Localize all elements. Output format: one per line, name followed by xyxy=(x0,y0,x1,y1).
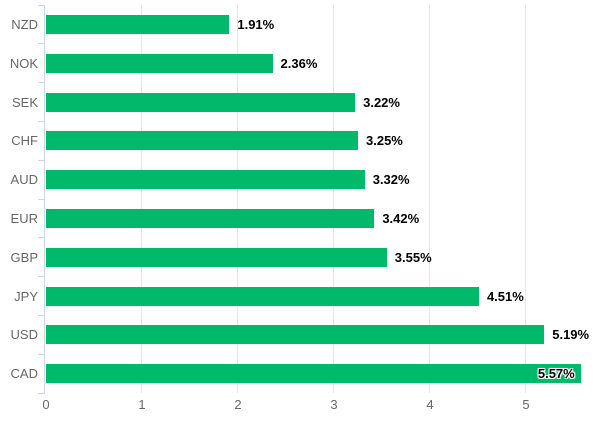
category-label-nzd: NZD xyxy=(11,16,38,32)
x-axis-tick-label-0: 0 xyxy=(42,397,50,412)
bar-nzd[interactable] xyxy=(46,14,230,34)
category-axis-tick xyxy=(38,314,45,316)
category-label-cad: CAD xyxy=(10,366,38,382)
category-axis-tick xyxy=(38,353,45,355)
bar-cad[interactable] xyxy=(46,364,581,384)
value-label-nok: 2.36% xyxy=(280,55,318,71)
value-label-aud: 3.32% xyxy=(372,172,410,188)
value-label-usd: 5.19% xyxy=(552,327,590,343)
category-axis-tick xyxy=(38,237,45,239)
bar-aud[interactable] xyxy=(46,170,365,190)
x-axis-tick-label-5: 5 xyxy=(522,397,530,412)
category-axis-tick xyxy=(38,43,45,45)
gridline-x-1 xyxy=(141,5,142,393)
category-axis-tick xyxy=(38,159,45,161)
category-axis-tick xyxy=(38,4,45,6)
bar-nok[interactable] xyxy=(46,53,273,73)
value-label-gbp: 3.55% xyxy=(394,249,432,265)
x-axis-tick-label-1: 1 xyxy=(138,397,146,412)
category-label-sek: SEK xyxy=(11,94,38,110)
category-axis-tick xyxy=(38,392,45,394)
value-label-jpy: 4.51% xyxy=(486,288,524,304)
x-axis-tick-label-4: 4 xyxy=(426,397,434,412)
category-label-jpy: JPY xyxy=(14,288,38,304)
category-label-eur: EUR xyxy=(10,210,38,226)
category-label-nok: NOK xyxy=(9,55,38,71)
gridline-x-4 xyxy=(429,5,430,393)
value-label-nzd: 1.91% xyxy=(237,16,275,32)
category-label-aud: AUD xyxy=(10,172,38,188)
bar-gbp[interactable] xyxy=(46,247,387,267)
gridline-x-5 xyxy=(525,5,526,393)
value-label-eur: 3.42% xyxy=(382,210,420,226)
category-label-gbp: GBP xyxy=(10,249,38,265)
category-label-usd: USD xyxy=(10,327,38,343)
value-label-sek: 3.22% xyxy=(363,94,400,110)
bar-sek[interactable] xyxy=(46,92,356,112)
bar-chf[interactable] xyxy=(46,131,358,151)
category-axis-tick xyxy=(38,276,45,278)
category-axis-tick xyxy=(38,82,45,84)
x-axis-tick-label-2: 2 xyxy=(234,397,242,412)
x-axis-tick-label-3: 3 xyxy=(330,397,338,412)
gridline-x-2 xyxy=(237,5,238,393)
category-label-chf: CHF xyxy=(11,133,38,149)
value-label-cad: 5.57% xyxy=(537,366,575,382)
bar-eur[interactable] xyxy=(46,208,375,228)
value-label-chf: 3.25% xyxy=(366,133,403,149)
category-axis-tick xyxy=(38,120,45,122)
bar-jpy[interactable] xyxy=(46,286,479,306)
gridline-x-3 xyxy=(333,5,334,393)
category-axis-tick xyxy=(38,198,45,200)
bar-usd[interactable] xyxy=(46,325,545,345)
